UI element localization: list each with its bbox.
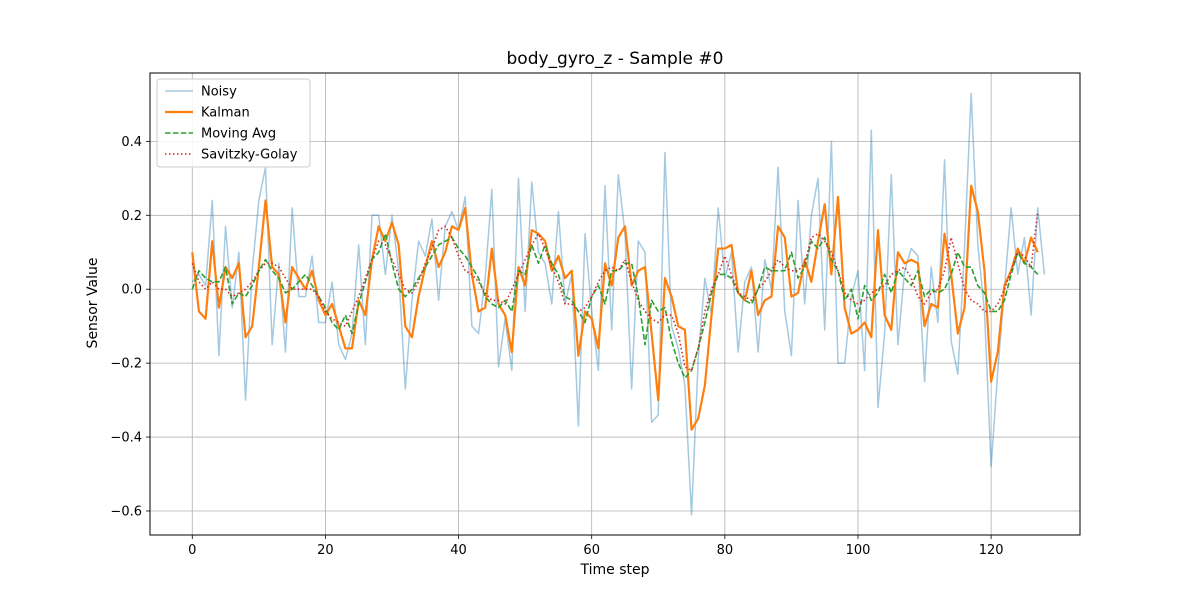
chart-title: body_gyro_z - Sample #0 [507,49,724,69]
x-tick-label: 120 [979,543,1004,558]
legend: Noisy Kalman Moving Avg Savitzky-Golay [156,78,311,168]
legend-label: Kalman [201,106,250,121]
y-axis: −0.6 −0.4 −0.2 0.0 0.2 0.4 [110,135,150,519]
x-tick-label: 40 [450,543,467,558]
y-tick-label: 0.0 [121,283,142,298]
legend-label: Noisy [201,85,237,100]
x-tick-label: 20 [317,543,334,558]
legend-label: Moving Avg [201,127,276,142]
y-tick-label: −0.6 [110,504,142,519]
x-tick-label: 100 [846,543,871,558]
y-axis-label: Sensor Value [85,258,101,349]
x-tick-label: 80 [717,543,734,558]
legend-label: Savitzky-Golay [201,148,298,163]
y-tick-label: 0.2 [121,209,142,224]
series-line-moving-avg [191,232,1039,379]
y-tick-label: −0.2 [110,357,142,372]
x-tick-label: 0 [188,543,196,558]
legend-box [156,78,311,168]
series-line-kalman [191,184,1039,431]
series-line-noisy [191,92,1046,516]
y-tick-label: 0.4 [121,135,142,150]
plot-frame [149,72,1081,536]
x-axis: 0 20 40 60 80 100 120 [188,535,1004,558]
series-layer [191,92,1046,516]
x-axis-label: Time step [580,562,650,578]
x-tick-label: 60 [583,543,600,558]
y-tick-label: −0.4 [110,431,142,446]
